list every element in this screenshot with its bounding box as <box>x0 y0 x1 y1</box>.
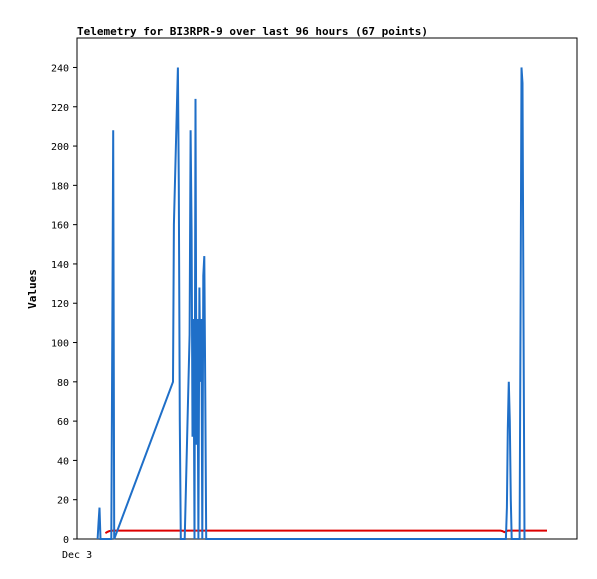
y-tick-label: 160 <box>51 221 69 232</box>
series-line-red <box>104 529 547 534</box>
y-tick-label: 220 <box>51 103 69 114</box>
series-layer <box>77 67 547 540</box>
y-tick-label: 0 <box>63 535 69 546</box>
y-tick-label: 60 <box>57 417 69 428</box>
y-tick-label: 100 <box>51 339 69 350</box>
y-tick-label: 180 <box>51 181 69 192</box>
series-line-blue <box>96 67 526 540</box>
y-tick-label: 20 <box>57 496 69 507</box>
chart-title: Telemetry for BI3RPR-9 over last 96 hour… <box>77 25 428 38</box>
y-tick-label: 40 <box>57 456 69 467</box>
y-tick-label: 140 <box>51 260 69 271</box>
y-tick-label: 120 <box>51 299 69 310</box>
x-axis: Dec 3 <box>62 550 92 561</box>
y-tick-label: 240 <box>51 63 69 74</box>
y-axis: 0 20 40 60 80 100 120 140 160 180 200 220 240 <box>51 63 77 546</box>
y-tick-label: 80 <box>57 378 69 389</box>
x-tick-label: Dec 3 <box>62 550 92 561</box>
y-axis-label: Values <box>26 269 39 309</box>
y-tick-label: 200 <box>51 142 69 153</box>
